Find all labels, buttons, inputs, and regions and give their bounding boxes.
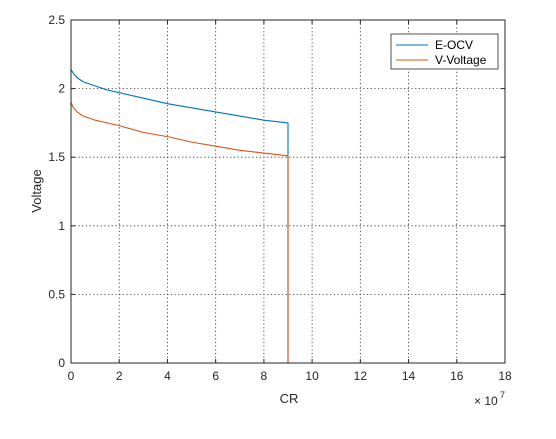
x-tick-label: 4 <box>164 369 171 383</box>
x-axis-label: CR <box>280 391 299 406</box>
x-exponent-base: × 10 <box>474 394 498 408</box>
x-exponent: × 10 7 <box>474 390 505 408</box>
x-tick-label: 12 <box>354 369 368 383</box>
y-axis-label: Voltage <box>29 169 44 212</box>
x-tick-label: 2 <box>116 369 123 383</box>
x-tick-label: 16 <box>450 369 464 383</box>
y-tick-label: 2 <box>58 82 65 96</box>
y-tick-label: 1.5 <box>48 150 65 164</box>
legend-label-e-ocv: E-OCV <box>435 38 473 52</box>
legend: E-OCV V-Voltage <box>390 33 499 70</box>
x-tick-label: 14 <box>402 369 416 383</box>
legend-box <box>390 33 499 70</box>
x-tick-label: 0 <box>68 369 75 383</box>
x-tick-label: 18 <box>498 369 512 383</box>
plot-area-border <box>70 19 506 364</box>
y-tick-label: 2.5 <box>48 13 65 27</box>
series-line-e-ocv <box>70 69 498 364</box>
y-tick-label: 1 <box>58 219 65 233</box>
x-tick-label: 8 <box>261 369 268 383</box>
series-layer <box>70 69 498 364</box>
legend-label-v-voltage: V-Voltage <box>435 53 487 67</box>
ticks-layer: 0 2 4 6 8 10 12 14 16 18 0 0.5 1 1.5 2 2.5 <box>48 13 512 383</box>
x-exponent-power: 7 <box>500 390 505 400</box>
x-tick-label: 6 <box>212 369 219 383</box>
y-tick-label: 0.5 <box>48 287 65 301</box>
x-tick-label: 10 <box>305 369 319 383</box>
axes-layer <box>70 19 506 364</box>
y-tick-label: 0 <box>58 356 65 370</box>
grid-layer <box>71 20 505 363</box>
series-line-v-voltage <box>70 102 498 364</box>
